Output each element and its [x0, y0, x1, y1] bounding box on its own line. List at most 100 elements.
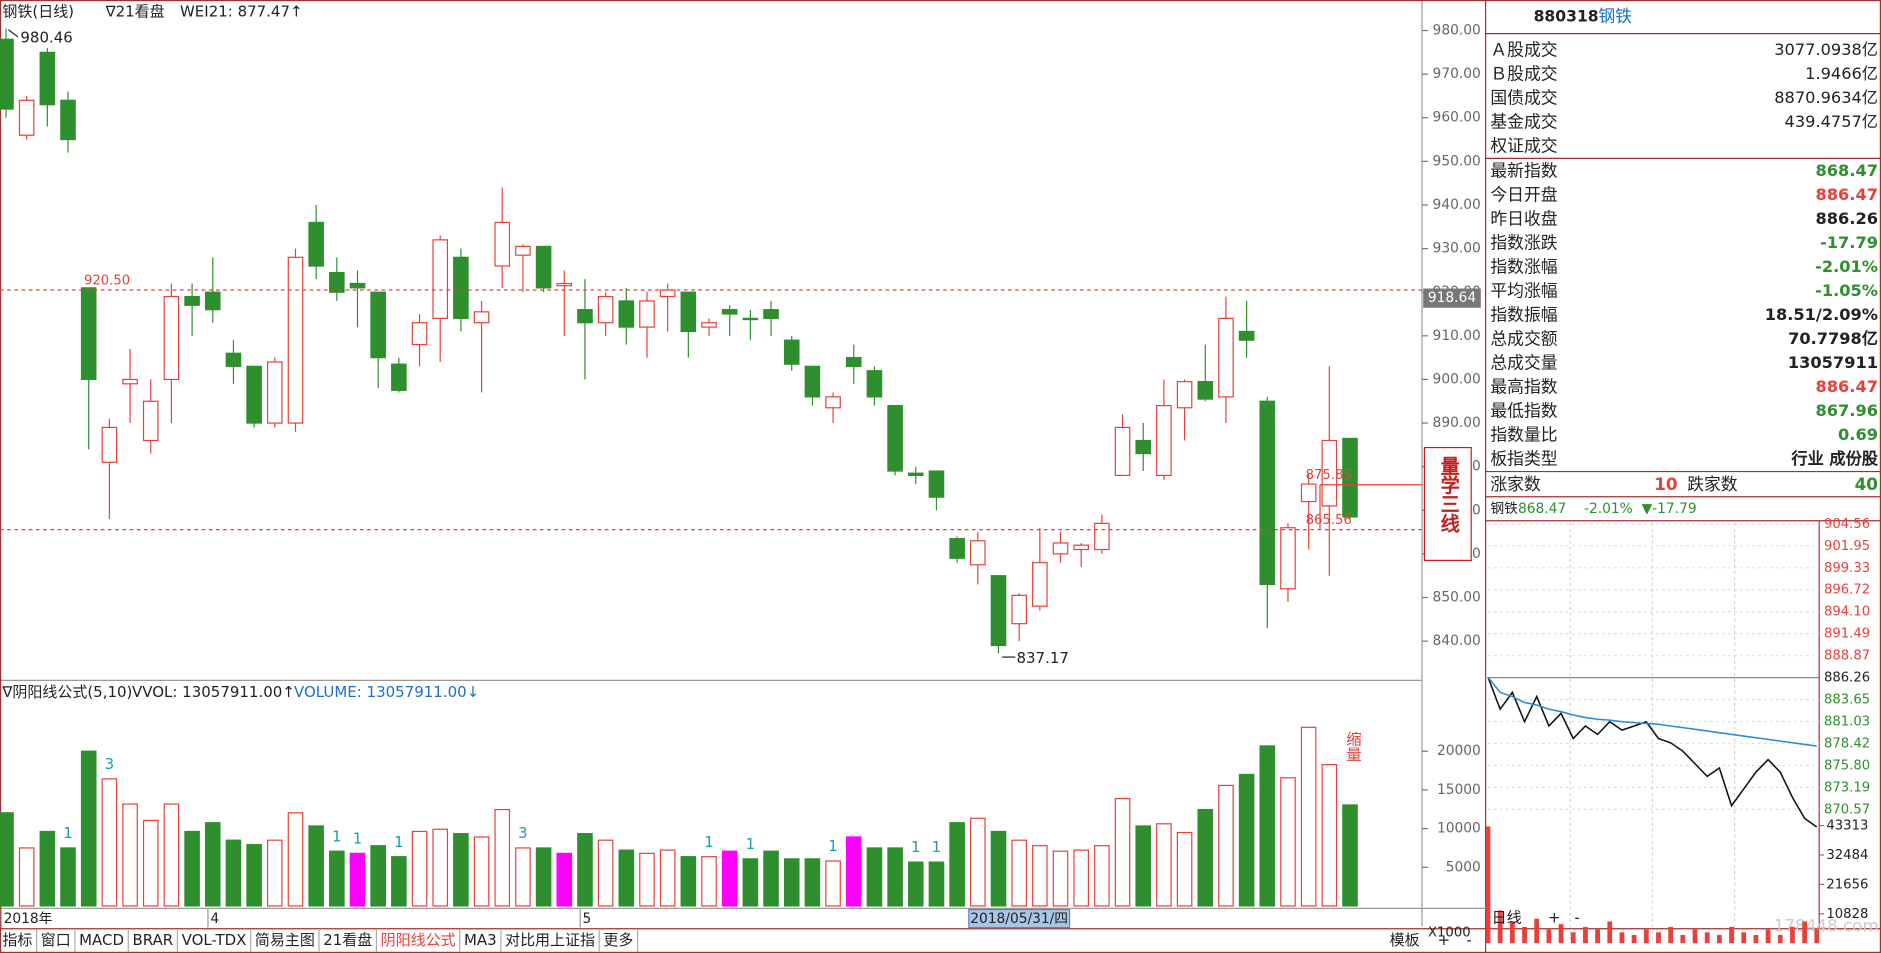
y-tick-label: 930.00	[1433, 241, 1481, 257]
down-label: 跌家数	[1687, 474, 1738, 494]
tab[interactable]: +	[1548, 908, 1561, 926]
row-value: 868.47	[1816, 161, 1878, 180]
volume-bar	[659, 849, 676, 907]
intraday-volume	[1777, 935, 1783, 944]
volume-bar	[391, 856, 407, 907]
volume-bar	[329, 850, 345, 907]
volume-bar	[39, 830, 56, 907]
tab[interactable]: MACD	[79, 931, 124, 949]
candle-body	[597, 295, 614, 324]
candle-body	[494, 221, 511, 267]
x-tick-label: 4	[210, 911, 219, 927]
row-value: 13057911	[1788, 353, 1878, 372]
row-label: 权证成交	[1490, 135, 1557, 155]
volume-bar	[473, 836, 490, 907]
tab[interactable]: VOL-TDX	[182, 931, 247, 949]
y-tick-label: 5000	[1446, 859, 1481, 875]
y-tick-label: 43313	[1826, 819, 1868, 834]
volume-bar	[453, 833, 469, 907]
y-tick-label: 960.00	[1433, 110, 1481, 126]
volume-bar	[907, 861, 924, 907]
tab[interactable]: 21看盘	[323, 931, 372, 949]
signal-label: 1	[932, 838, 942, 856]
row-label: 最低指数	[1490, 401, 1557, 421]
intraday-volume	[1753, 935, 1759, 944]
intraday-volume	[1631, 935, 1637, 944]
intraday-volume	[1656, 932, 1661, 944]
row-value: 886.26	[1816, 209, 1878, 228]
tab[interactable]: 窗口	[41, 931, 71, 949]
candle-body	[990, 575, 1007, 647]
y-tick-label: 950.00	[1433, 153, 1481, 169]
y-tick-label: 900.00	[1433, 371, 1481, 387]
signal-label: 1	[746, 835, 756, 853]
tab[interactable]: 简易主图	[255, 931, 315, 949]
candle-body	[0, 38, 14, 110]
row-value: 886.47	[1816, 377, 1878, 396]
tab[interactable]: 模板	[1390, 931, 1420, 949]
candle-body	[246, 365, 262, 424]
tab[interactable]: 日线	[1492, 908, 1522, 926]
intraday-volume	[1814, 929, 1820, 944]
tab[interactable]: MA3	[464, 931, 497, 949]
tab[interactable]: +	[1438, 931, 1451, 949]
row-value: -2.01%	[1815, 257, 1878, 276]
signal-label: 1	[911, 838, 921, 856]
candle-body	[60, 99, 76, 141]
volume-bar	[949, 822, 965, 907]
candle-body	[515, 245, 531, 256]
volume-bar	[287, 812, 304, 907]
tab[interactable]: BRAR	[132, 931, 173, 949]
volume-bar	[763, 850, 779, 907]
y-tick-label: 850.00	[1433, 590, 1481, 606]
volume-bar	[887, 847, 903, 907]
mini-name: 钢铁	[1490, 501, 1518, 517]
ref-label: 920.50	[84, 273, 130, 288]
volume-bar	[742, 858, 759, 907]
tab[interactable]: -	[1574, 908, 1579, 926]
tab[interactable]: 对比用上证指	[505, 931, 595, 949]
candle-body	[1073, 544, 1089, 551]
volume-bar	[308, 825, 324, 907]
y-tick-label: 883.65	[1824, 693, 1870, 708]
y-tick-label: 899.33	[1824, 561, 1870, 576]
candle-body	[742, 317, 759, 321]
candle-body	[39, 51, 56, 106]
y-tick-label: 20000	[1437, 743, 1481, 759]
volume-note: 缩量	[1344, 730, 1362, 761]
indicator: WEI21: 877.47↑	[180, 2, 303, 20]
tab[interactable]: 阴阳线公式	[381, 931, 456, 949]
candle-body	[1321, 439, 1338, 507]
candle-body	[1135, 439, 1152, 455]
y-tick-label: 881.03	[1824, 715, 1870, 730]
mini-quote: ▼-17.79	[1642, 501, 1697, 517]
intraday-volume	[1765, 929, 1771, 944]
candle-body	[907, 472, 924, 476]
intraday-volume	[1704, 932, 1710, 944]
candle-body	[1011, 594, 1027, 625]
volume-bar	[1011, 839, 1027, 907]
row-value: 18.51/2.09%	[1765, 305, 1878, 324]
candle-body	[453, 256, 469, 319]
y-tick-label: 886.26	[1824, 671, 1870, 686]
x-tick-label: 2018/05/31/四	[970, 911, 1068, 927]
signal-label: 3	[518, 824, 528, 842]
candle-body	[267, 361, 283, 424]
candle-body	[1300, 483, 1317, 503]
y-tick-label: 910.00	[1433, 328, 1481, 344]
candle-body	[142, 400, 159, 442]
candle-body	[101, 426, 118, 463]
row-label: 基金成交	[1490, 111, 1557, 131]
code: 880318	[1534, 7, 1599, 25]
candle-body	[804, 365, 821, 398]
y-tick-label: 894.10	[1824, 605, 1870, 620]
y-tick-label: 840.00	[1433, 633, 1481, 649]
tab[interactable]: 更多	[603, 931, 633, 949]
volume-bar	[597, 839, 614, 907]
tab[interactable]: 指标	[2, 931, 32, 949]
intraday-volume	[1497, 910, 1503, 944]
intraday-volume	[1729, 926, 1734, 944]
volume-bar	[970, 817, 986, 907]
tab[interactable]: -	[1466, 931, 1471, 949]
